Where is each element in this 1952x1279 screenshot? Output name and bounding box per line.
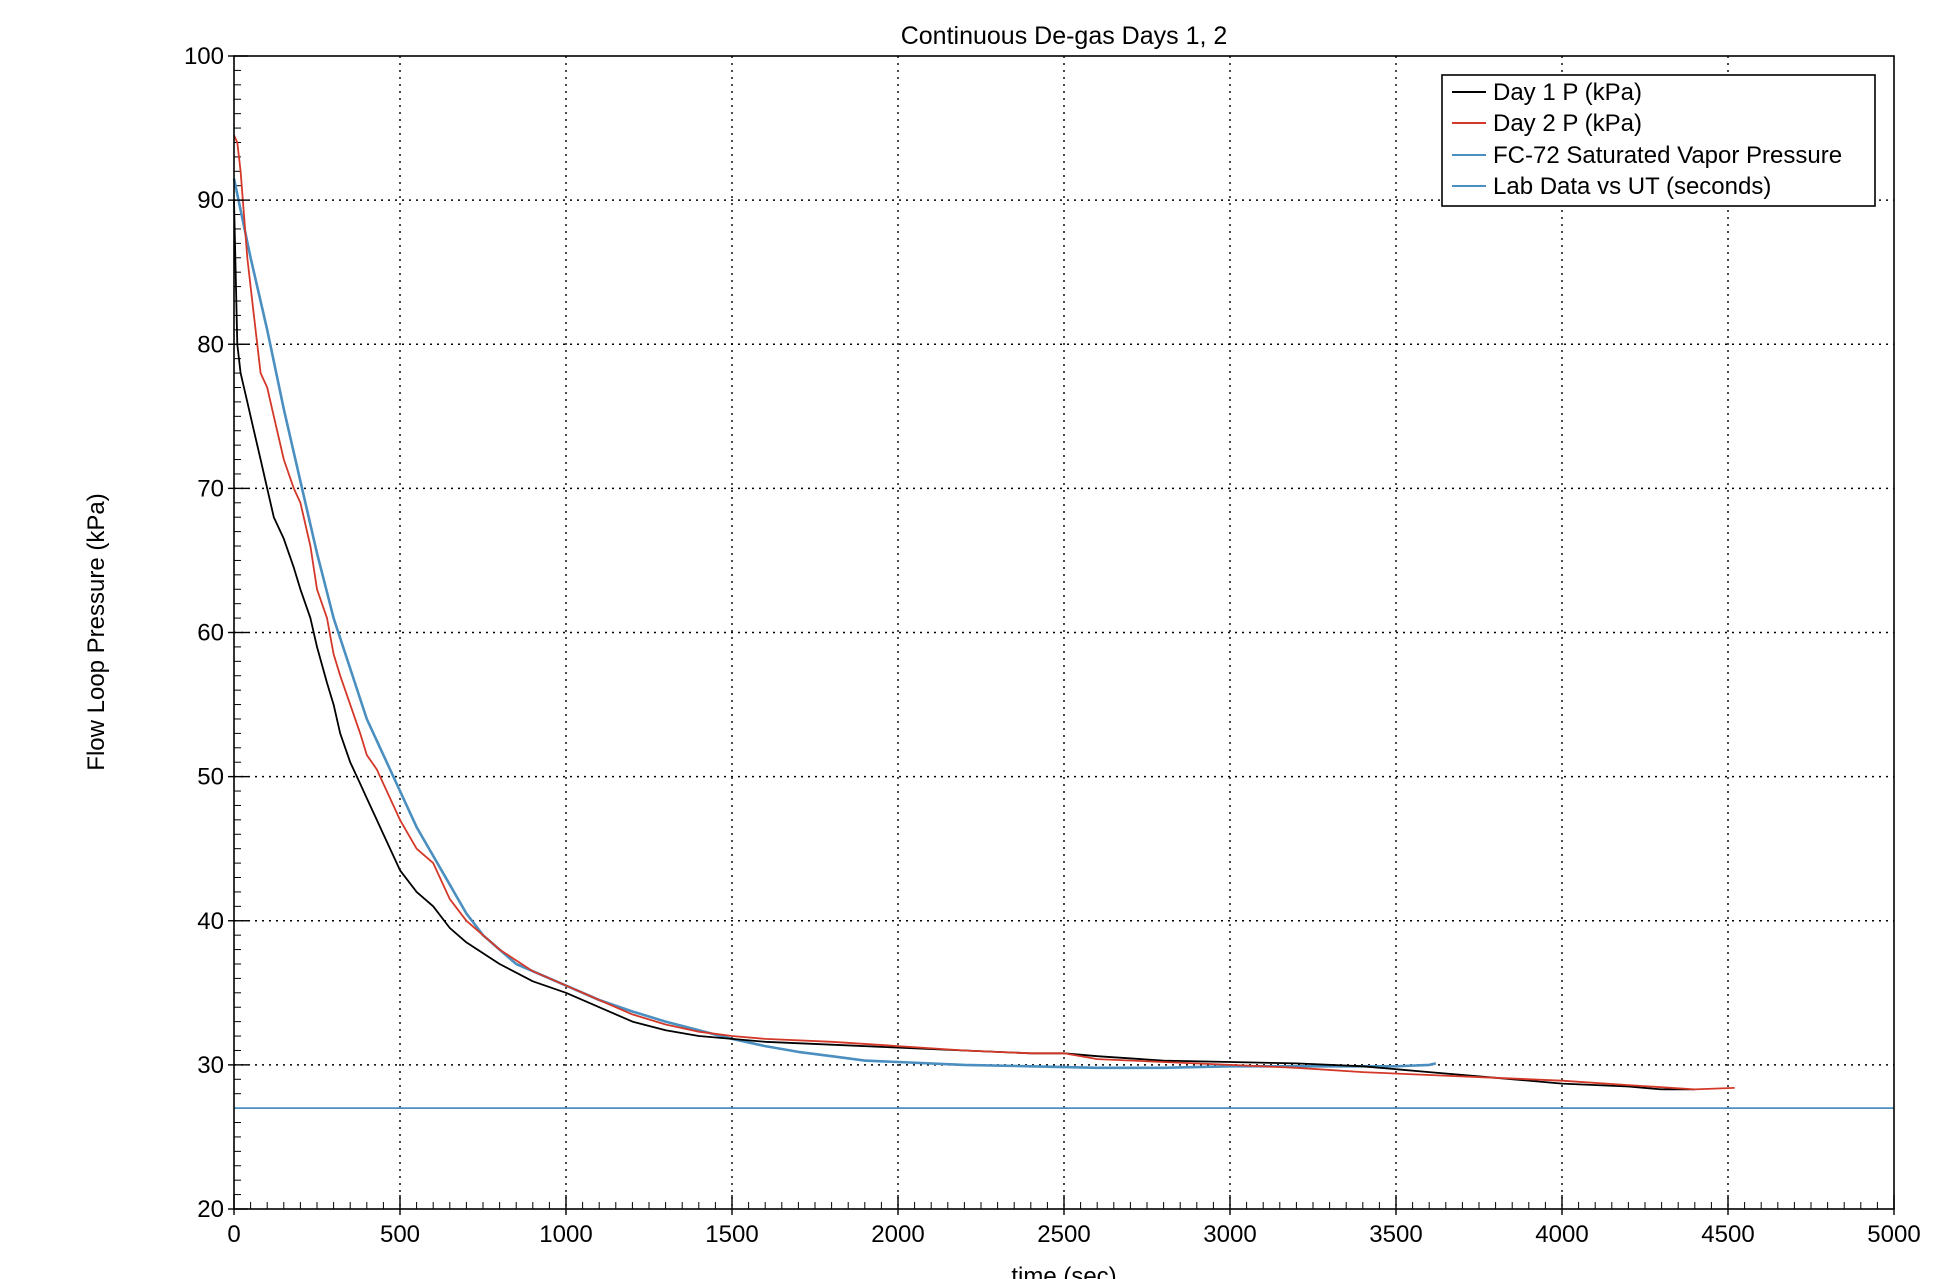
y-tick-label: 40 bbox=[197, 908, 224, 935]
x-tick-label: 4000 bbox=[1535, 1221, 1588, 1248]
x-axis-title: time (sec) bbox=[1011, 1263, 1116, 1279]
legend: Day 1 P (kPa) Day 2 P (kPa) FC-72 Satura… bbox=[1442, 75, 1875, 206]
x-tick-label: 500 bbox=[380, 1221, 420, 1248]
y-tick-label: 50 bbox=[197, 764, 224, 791]
x-tick-label: 4500 bbox=[1701, 1221, 1754, 1248]
y-tick-label: 70 bbox=[197, 475, 224, 502]
x-tick-label: 1500 bbox=[705, 1221, 758, 1248]
y-tick-label: 90 bbox=[197, 187, 224, 214]
legend-label-day2: Day 2 P (kPa) bbox=[1493, 110, 1642, 137]
y-tick-label: 100 bbox=[184, 43, 224, 70]
y-tick-label: 30 bbox=[197, 1052, 224, 1079]
legend-label-lab-data: Lab Data vs UT (seconds) bbox=[1493, 173, 1771, 200]
x-tick-label: 3500 bbox=[1369, 1221, 1422, 1248]
x-tick-label: 3000 bbox=[1203, 1221, 1256, 1248]
x-tick-label: 5000 bbox=[1867, 1221, 1920, 1248]
y-axis-title: Flow Loop Pressure (kPa) bbox=[83, 493, 110, 770]
x-tick-label: 2000 bbox=[871, 1221, 924, 1248]
y-tick-label: 80 bbox=[197, 331, 224, 358]
x-tick-label: 1000 bbox=[539, 1221, 592, 1248]
legend-label-day1: Day 1 P (kPa) bbox=[1493, 79, 1642, 106]
chart-title: Continuous De-gas Days 1, 2 bbox=[901, 22, 1228, 50]
y-tick-label: 20 bbox=[197, 1196, 224, 1223]
legend-label-fc72: FC-72 Saturated Vapor Pressure bbox=[1493, 142, 1842, 169]
x-tick-label: 2500 bbox=[1037, 1221, 1090, 1248]
x-tick-label: 0 bbox=[227, 1221, 240, 1248]
y-tick-label: 60 bbox=[197, 620, 224, 647]
